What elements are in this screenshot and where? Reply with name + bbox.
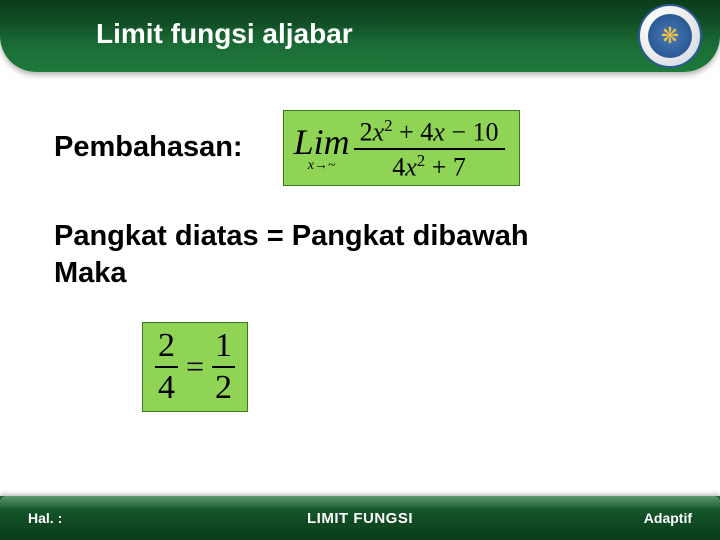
limit-formula-box: Lim x→~ 2x2 + 4x − 10 4x2 + 7	[283, 110, 520, 186]
result-right-bar	[212, 366, 235, 368]
result-right-num: 1	[212, 329, 235, 363]
ministry-logo: ❋	[638, 4, 702, 68]
explanation-line-1: Pangkat diatas = Pangkat dibawah	[54, 220, 666, 253]
footer-page-label: Hal. :	[28, 510, 62, 526]
pembahasan-row: Pembahasan: Lim x→~ 2x2 + 4x − 10 4x2 + …	[54, 110, 666, 186]
lim-operator: Lim x→~	[294, 124, 350, 174]
slide-header: Limit fungsi aljabar ❋	[0, 0, 720, 72]
slide-content: Pembahasan: Lim x→~ 2x2 + 4x − 10 4x2 + …	[0, 72, 720, 412]
equals-sign: =	[186, 348, 204, 385]
slide-title: Limit fungsi aljabar	[96, 18, 353, 50]
lim-text: Lim	[294, 124, 350, 160]
result-left-bar	[155, 366, 178, 368]
fraction-bar	[354, 148, 505, 150]
result-box: 2 4 = 1 2	[142, 322, 248, 412]
fraction-numerator: 2x2 + 4x − 10	[354, 117, 505, 146]
footer-right-label: Adaptif	[644, 510, 692, 526]
explanation-line-2: Maka	[54, 257, 666, 290]
limit-fraction: 2x2 + 4x − 10 4x2 + 7	[354, 117, 505, 181]
logo-emblem-icon: ❋	[661, 23, 679, 49]
result-left-num: 2	[155, 329, 178, 363]
result-left-den: 4	[155, 371, 178, 405]
pembahasan-label: Pembahasan:	[54, 131, 243, 164]
slide-footer: Hal. : LIMIT FUNGSI Adaptif	[0, 496, 720, 540]
lim-subscript: x→~	[308, 158, 336, 174]
footer-center-title: LIMIT FUNGSI	[307, 510, 413, 527]
fraction-denominator: 4x2 + 7	[386, 152, 472, 181]
result-fraction-left: 2 4	[155, 329, 178, 405]
result-right-den: 2	[212, 371, 235, 405]
result-fraction-right: 1 2	[212, 329, 235, 405]
